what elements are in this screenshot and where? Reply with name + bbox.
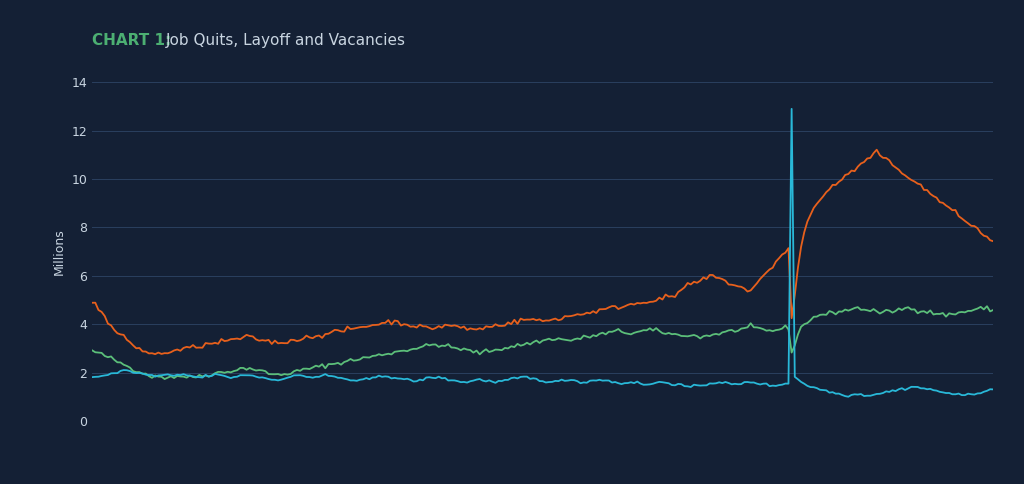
- Y-axis label: Millions: Millions: [53, 228, 66, 275]
- Text: Job Quits, Layoff and Vacancies: Job Quits, Layoff and Vacancies: [166, 33, 406, 48]
- Text: CHART 1:: CHART 1:: [92, 33, 182, 48]
